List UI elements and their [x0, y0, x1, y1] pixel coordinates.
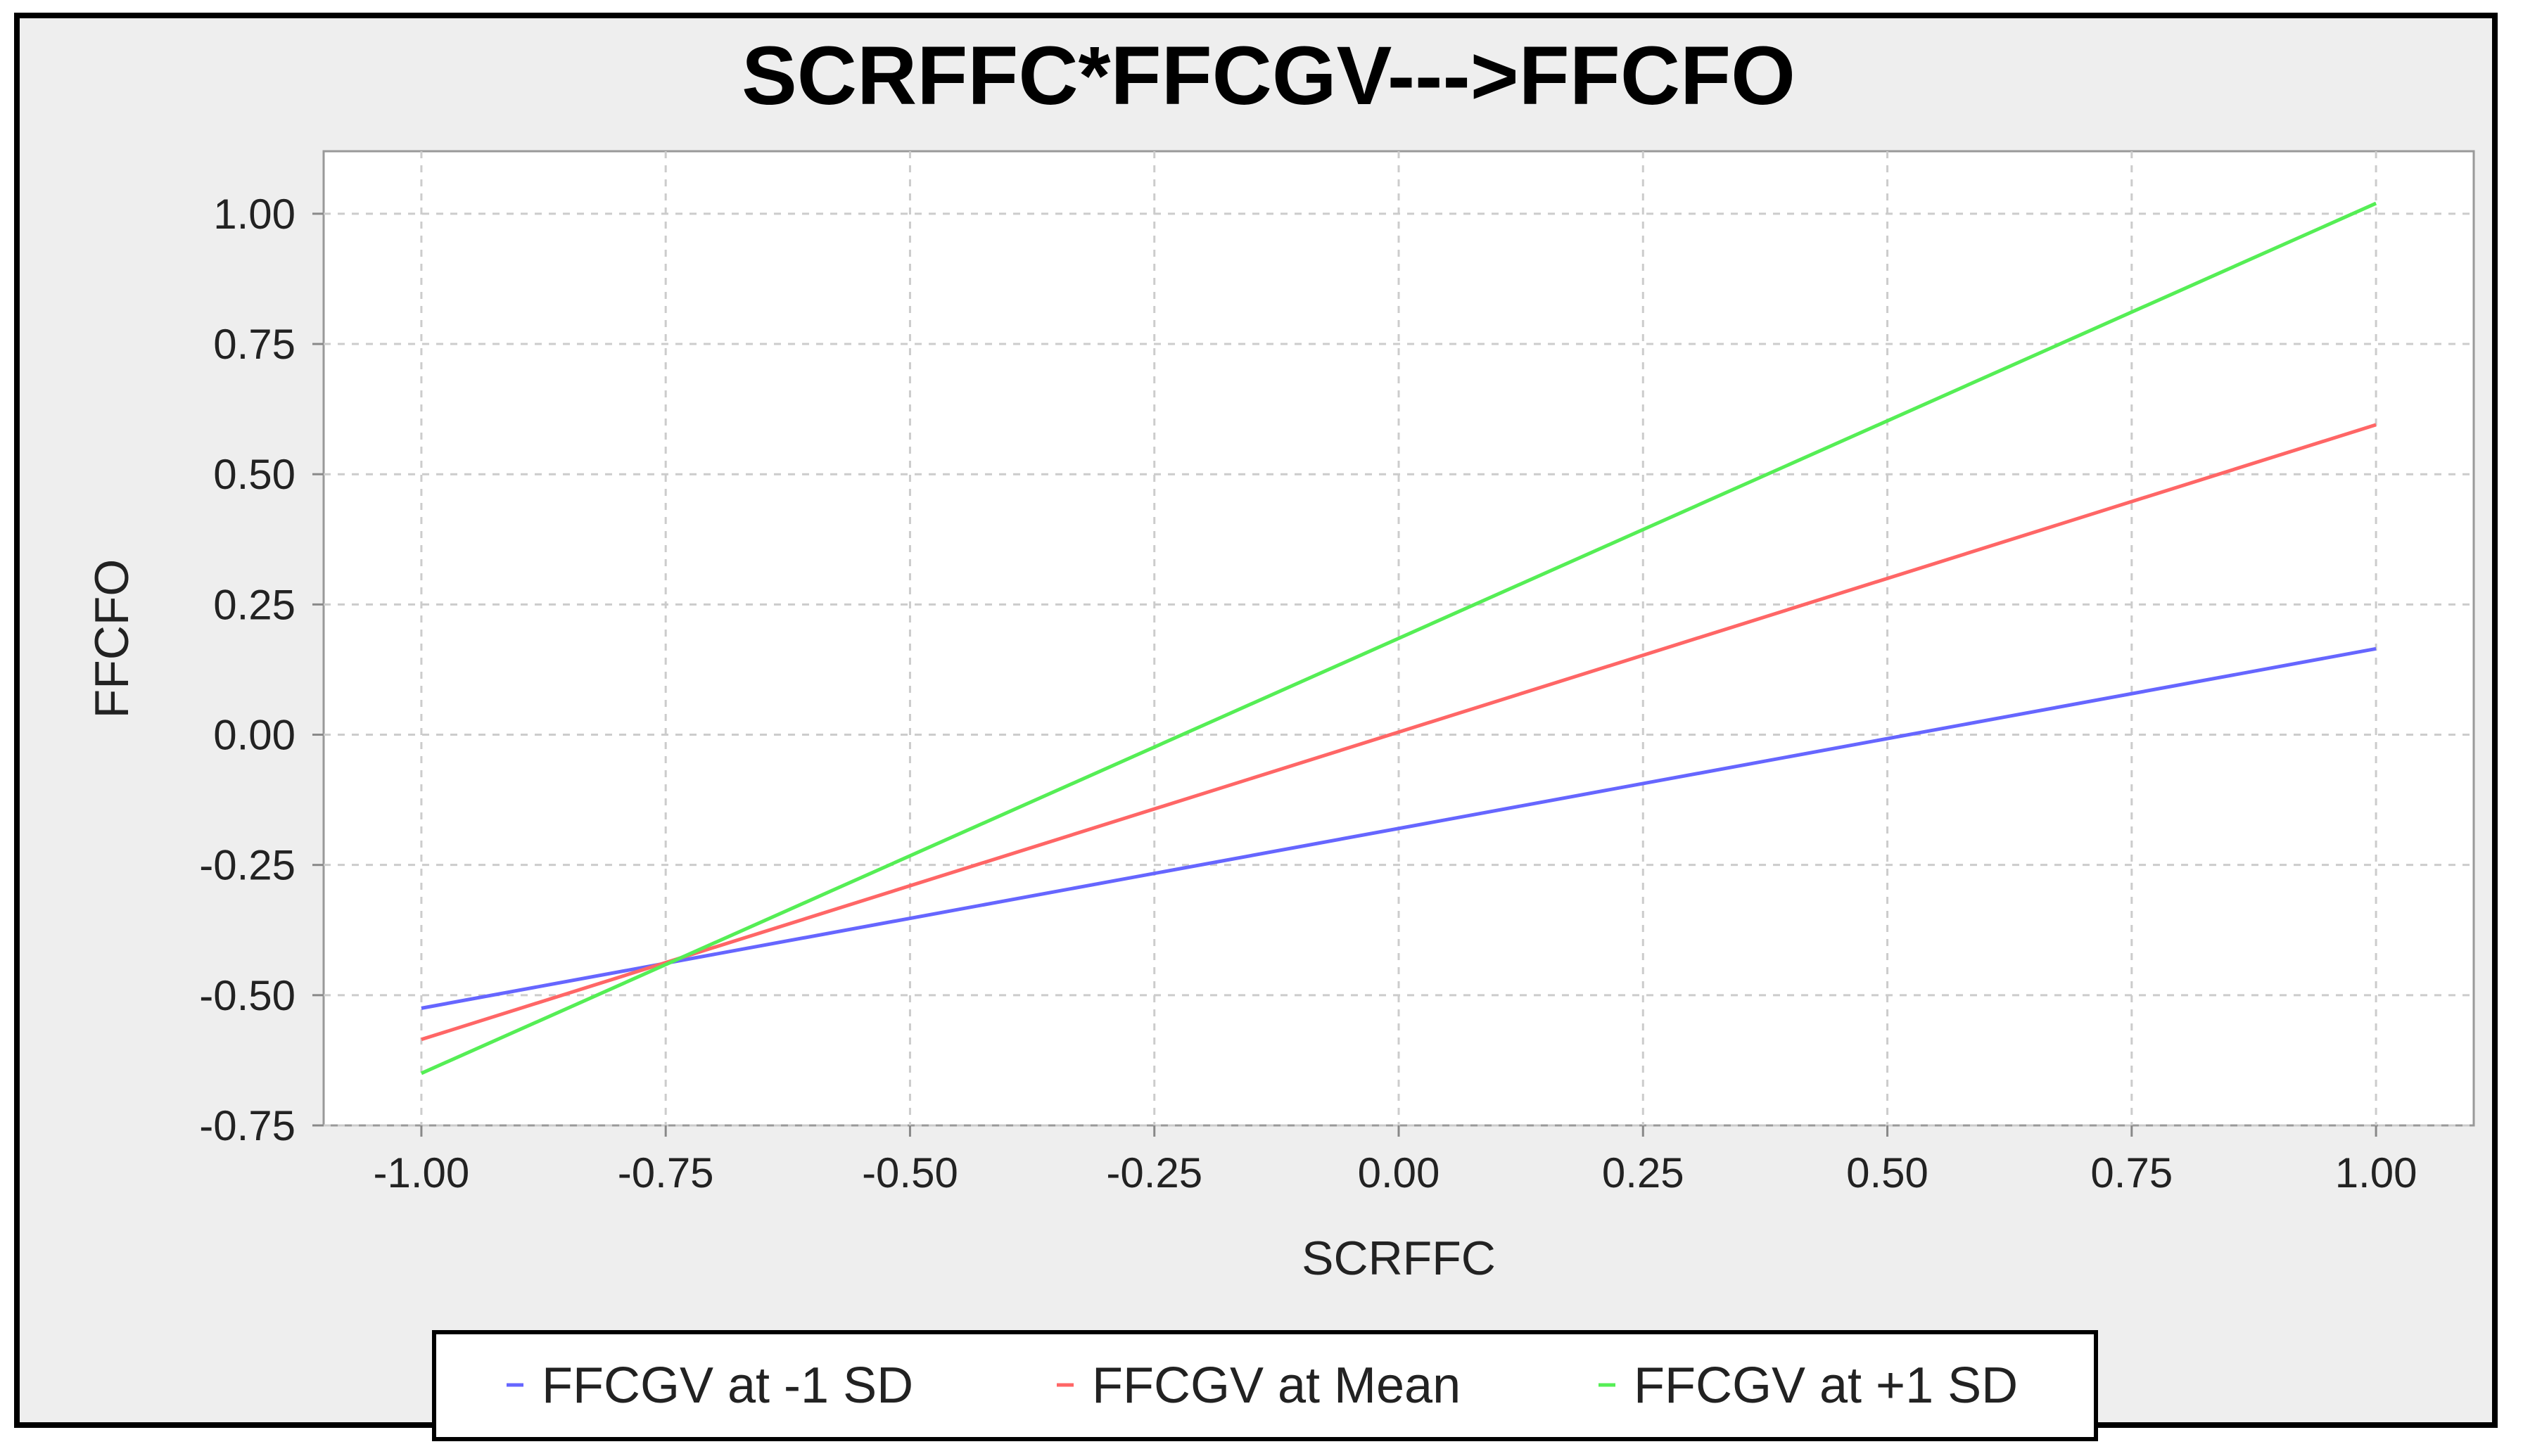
- legend: FFCGV at -1 SD FFCGV at Mean FFCGV at +1 S…: [432, 1330, 2098, 1441]
- x-tick-label: 0.00: [1358, 1149, 1440, 1196]
- legend-label-2: FFCGV at Mean: [1092, 1358, 1461, 1414]
- x-axis-label: SCRFFC: [1302, 1232, 1496, 1285]
- x-tick-label: -1.00: [374, 1149, 470, 1196]
- x-tick-label: -0.25: [1106, 1149, 1202, 1196]
- y-tick-label: 0.25: [213, 581, 295, 628]
- legend-label-3: FFCGV at +1 SD: [1634, 1358, 2018, 1414]
- series-line-1: [421, 646, 2377, 1010]
- series-lines: [420, 201, 2377, 1075]
- y-tick-label: 0.00: [213, 712, 295, 759]
- x-tick-label: -0.75: [618, 1149, 714, 1196]
- y-tick-label: -0.75: [199, 1102, 295, 1149]
- grid: [324, 151, 2474, 1127]
- legend-box: [432, 1330, 2098, 1441]
- y-tick-label: -0.50: [199, 972, 295, 1019]
- x-tick-label: 0.50: [1846, 1149, 1928, 1196]
- series-line-3: [420, 201, 2377, 1075]
- y-axis-label: FFCFO: [85, 559, 139, 719]
- y-tick-label: 0.50: [213, 451, 295, 498]
- tick-labels: -1.00 -0.75 -0.50 -0.25 0.00 0.25 0.50 0.75 1.00…: [199, 191, 2417, 1196]
- x-tick-label: -0.50: [862, 1149, 958, 1196]
- chart-title: SCRFFC*FFCGV--->FFCFO: [742, 30, 1796, 122]
- y-tick-label: 1.00: [213, 191, 295, 238]
- x-tick-label: 0.75: [2090, 1149, 2173, 1196]
- x-tick-label: 1.00: [2335, 1149, 2417, 1196]
- series-line-2: [421, 423, 2377, 1042]
- legend-label-1: FFCGV at -1 SD: [542, 1358, 913, 1414]
- x-tick-label: 0.25: [1602, 1149, 1684, 1196]
- y-tick-label: 0.75: [213, 321, 295, 368]
- y-tick-label: -0.25: [199, 842, 295, 889]
- axes: [312, 212, 2377, 1137]
